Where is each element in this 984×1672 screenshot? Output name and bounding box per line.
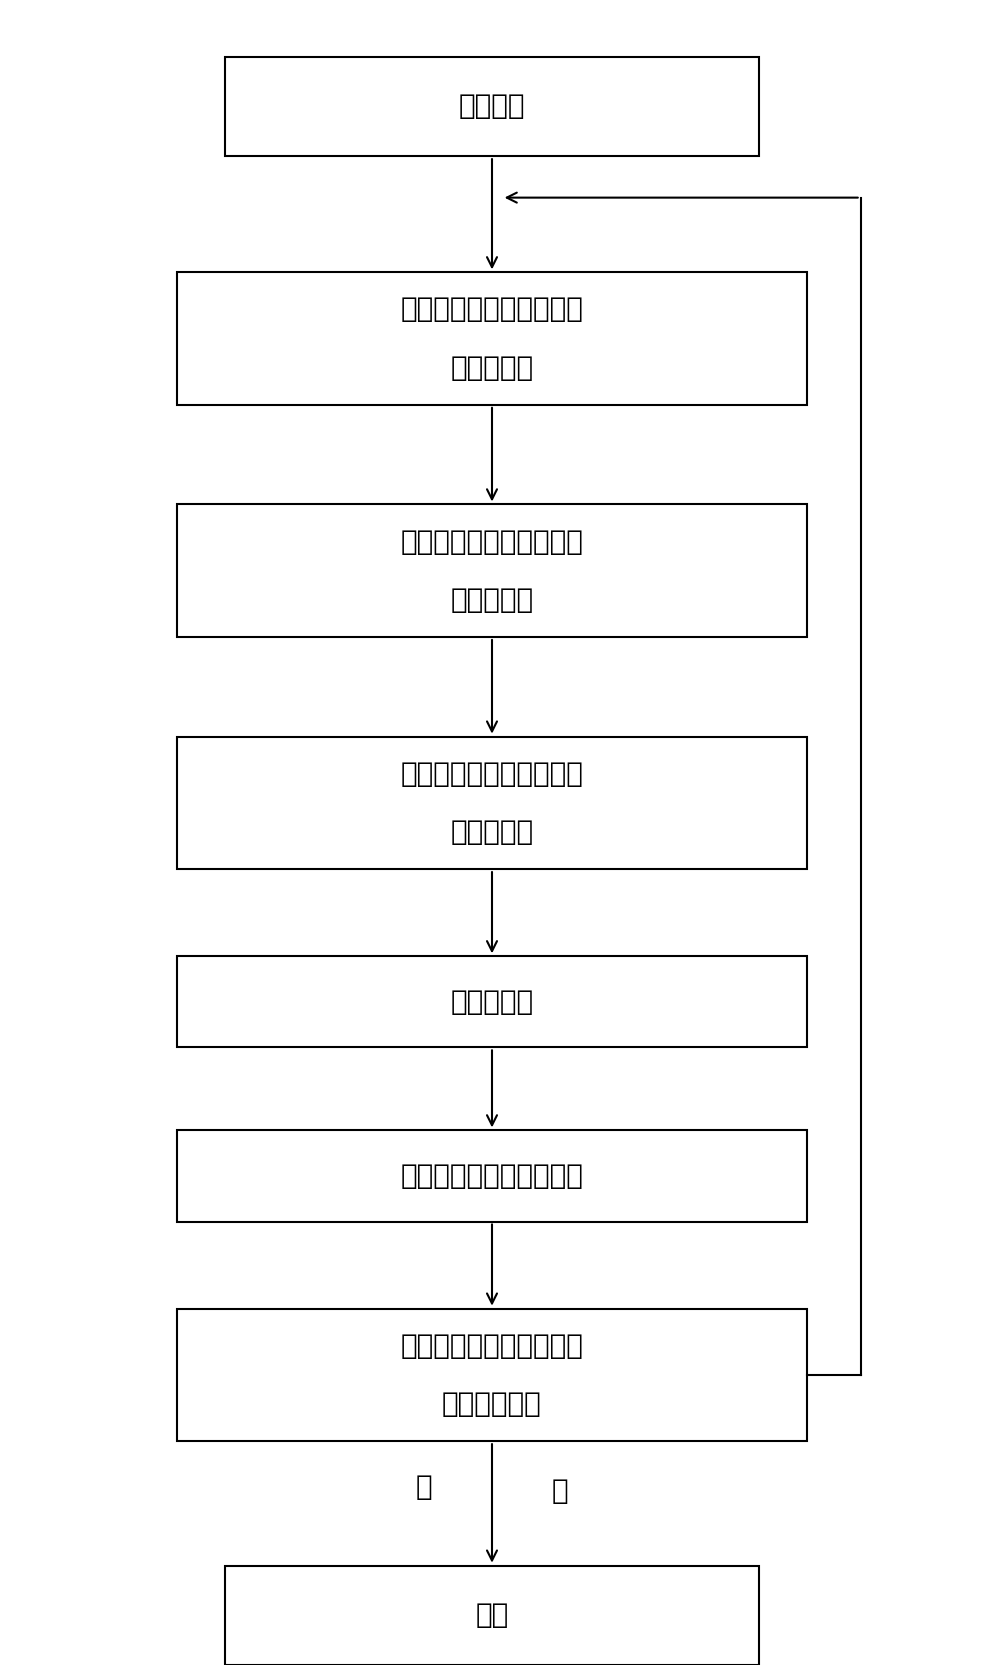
- Text: 选择分析类型，设置载荷: 选择分析类型，设置载荷: [400, 759, 584, 788]
- Text: 循环开始: 循环开始: [459, 92, 525, 120]
- Text: 循环是否完成: 循环是否完成: [442, 1389, 542, 1418]
- Text: 有限元网络: 有限元网络: [451, 585, 533, 614]
- FancyBboxPatch shape: [225, 57, 759, 155]
- Text: 输出结果数据文件，判断: 输出结果数据文件，判断: [400, 1331, 584, 1359]
- Text: 完成: 完成: [475, 1602, 509, 1629]
- Text: 否: 否: [552, 1476, 568, 1505]
- FancyBboxPatch shape: [177, 1309, 807, 1441]
- FancyBboxPatch shape: [177, 505, 807, 637]
- Text: 运行计算齿轮副啮合刚度: 运行计算齿轮副啮合刚度: [400, 1162, 584, 1190]
- FancyBboxPatch shape: [177, 1130, 807, 1222]
- Text: 设定齿轮啮合位置，划分: 设定齿轮啮合位置，划分: [400, 528, 584, 555]
- Text: 添加接触对: 添加接触对: [451, 988, 533, 1017]
- Text: 取参数文件: 取参数文件: [451, 354, 533, 381]
- Text: 导入齿轮副实体模型，读: 导入齿轮副实体模型，读: [400, 296, 584, 323]
- FancyBboxPatch shape: [225, 1565, 759, 1665]
- Text: 和约束条件: 和约束条件: [451, 818, 533, 846]
- FancyBboxPatch shape: [177, 273, 807, 405]
- FancyBboxPatch shape: [177, 736, 807, 869]
- Text: 是: 是: [416, 1473, 432, 1501]
- FancyBboxPatch shape: [177, 956, 807, 1047]
